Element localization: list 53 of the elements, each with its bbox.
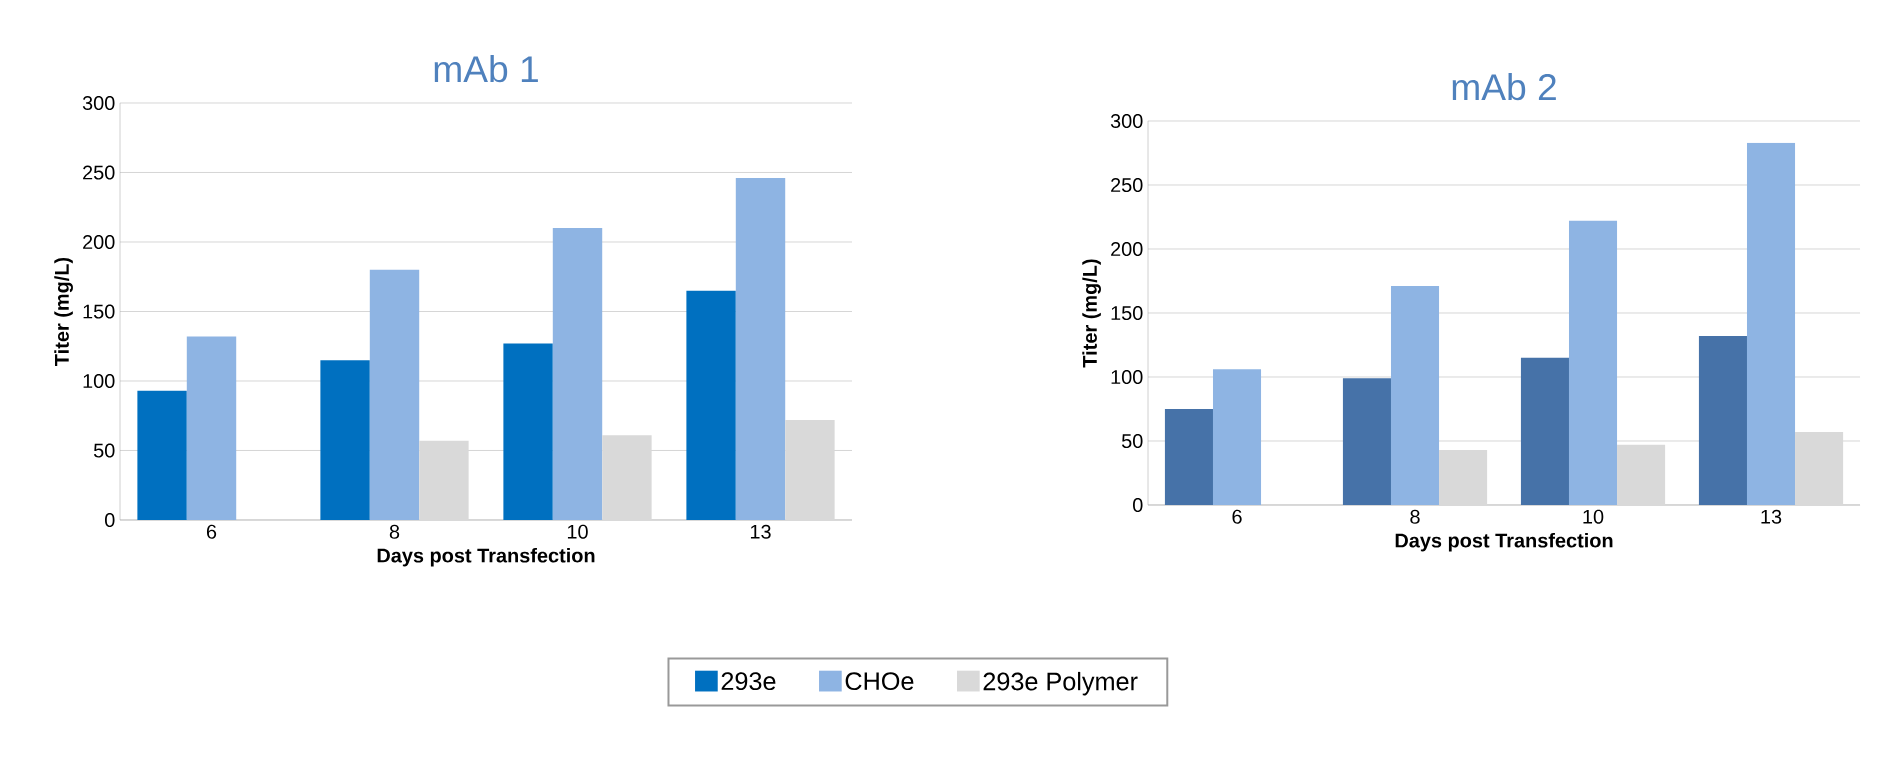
- x-tick-label: 13: [1761, 509, 1782, 524]
- bar: [1342, 378, 1391, 505]
- bar: [602, 435, 652, 520]
- bar: [1212, 369, 1262, 505]
- y-tick-label: 100: [1111, 369, 1143, 385]
- bar: [320, 360, 370, 520]
- bar: [1164, 408, 1213, 505]
- bar: [369, 269, 420, 520]
- x-axis-title: Days post Transfection: [1395, 532, 1613, 552]
- y-tick-label: 250: [1111, 177, 1143, 193]
- bar: [1746, 142, 1796, 505]
- y-tick-label: 0: [105, 512, 115, 528]
- bar: [419, 440, 469, 520]
- y-tick-label: 200: [83, 234, 115, 250]
- y-tick-label: 50: [93, 443, 115, 458]
- bar: [1520, 357, 1569, 505]
- legend-label: 293e: [721, 672, 776, 691]
- y-tick-label: 150: [1111, 305, 1143, 321]
- bar: [503, 343, 553, 520]
- y-tick-label: 250: [83, 165, 115, 180]
- y-tick-label: 200: [1111, 241, 1143, 257]
- bar: [1568, 220, 1618, 505]
- bar: [1439, 449, 1488, 505]
- x-tick-label: 8: [1410, 509, 1420, 524]
- y-tick-label: 50: [1121, 433, 1143, 449]
- bar: [785, 419, 835, 520]
- x-tick-label: 6: [1232, 509, 1242, 524]
- chart-title: mAb 1: [434, 55, 538, 83]
- legend-label: 293e Polymer: [983, 671, 1138, 696]
- bar: [735, 178, 786, 520]
- chart-title: mAb 2: [1452, 73, 1556, 101]
- x-tick-label: 6: [206, 524, 217, 539]
- bar: [1390, 286, 1440, 505]
- bar: [686, 290, 736, 520]
- bar: [1698, 336, 1747, 505]
- y-tick-label: 300: [82, 95, 115, 111]
- y-axis-title: Titer (mg/L): [1082, 259, 1101, 368]
- bar: [552, 228, 603, 520]
- bar: [137, 390, 187, 520]
- x-tick-label: 10: [1583, 509, 1604, 524]
- x-tick-label: 13: [750, 524, 771, 539]
- y-tick-label: 300: [1110, 113, 1143, 129]
- x-axis-title: Days post Transfection: [377, 547, 595, 567]
- y-axis-title: Titer (mg/L): [54, 257, 73, 366]
- y-tick-label: 150: [83, 304, 115, 319]
- bar: [1617, 444, 1666, 505]
- y-tick-label: 100: [83, 373, 115, 389]
- bar: [1795, 432, 1844, 505]
- y-tick-label: 0: [1133, 497, 1143, 513]
- bar: [186, 336, 237, 520]
- legend-label: CHOe: [845, 672, 914, 691]
- x-tick-label: 8: [389, 524, 400, 539]
- x-tick-label: 10: [567, 524, 588, 539]
